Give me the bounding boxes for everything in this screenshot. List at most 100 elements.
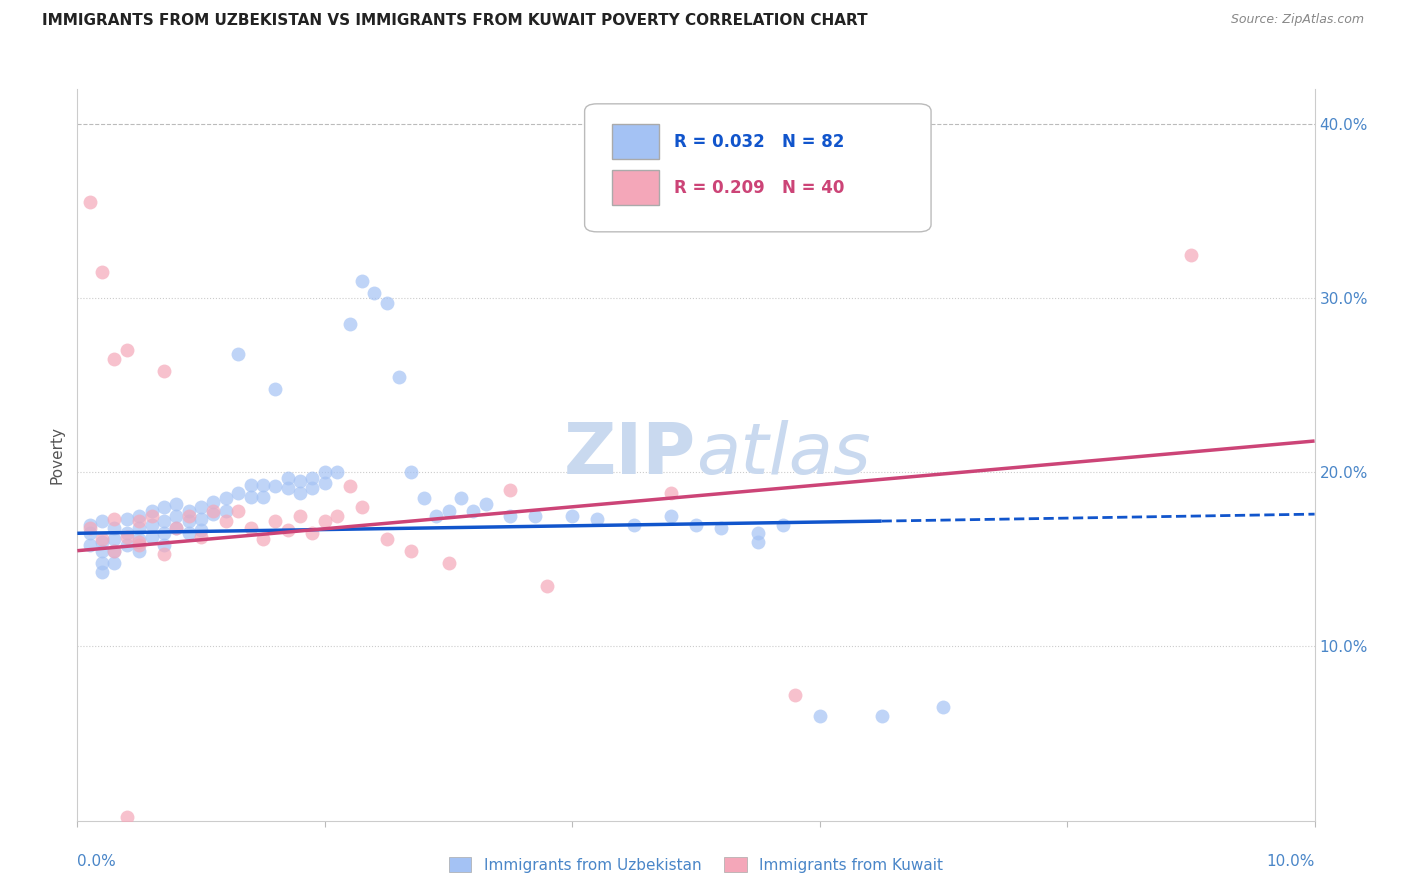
Point — [103, 532, 125, 546]
Point — [103, 352, 125, 367]
Point — [350, 274, 373, 288]
Text: ZIP: ZIP — [564, 420, 696, 490]
Point — [128, 539, 150, 553]
Point — [128, 514, 150, 528]
Point — [685, 517, 707, 532]
Point — [474, 497, 496, 511]
Point — [153, 526, 176, 541]
Point — [153, 514, 176, 528]
Point — [128, 508, 150, 523]
Point — [747, 535, 769, 549]
Point — [177, 526, 200, 541]
Text: IMMIGRANTS FROM UZBEKISTAN VS IMMIGRANTS FROM KUWAIT POVERTY CORRELATION CHART: IMMIGRANTS FROM UZBEKISTAN VS IMMIGRANTS… — [42, 13, 868, 29]
Point — [301, 526, 323, 541]
Point — [710, 521, 733, 535]
Point — [103, 556, 125, 570]
Y-axis label: Poverty: Poverty — [49, 425, 65, 484]
Point — [264, 514, 287, 528]
Point — [115, 512, 138, 526]
Point — [165, 497, 187, 511]
Point — [239, 490, 262, 504]
Point — [128, 521, 150, 535]
Point — [165, 508, 187, 523]
Point — [499, 483, 522, 497]
FancyBboxPatch shape — [612, 169, 659, 205]
Point — [288, 486, 311, 500]
Point — [659, 508, 682, 523]
Point — [202, 507, 225, 521]
Point — [375, 532, 398, 546]
Point — [783, 688, 806, 702]
Point — [190, 500, 212, 515]
Text: 10.0%: 10.0% — [1267, 854, 1315, 869]
Point — [401, 466, 423, 480]
Point — [153, 364, 176, 378]
Point — [264, 479, 287, 493]
Point — [288, 474, 311, 488]
Point — [115, 343, 138, 358]
Point — [561, 508, 583, 523]
Point — [499, 508, 522, 523]
Point — [190, 512, 212, 526]
Point — [659, 486, 682, 500]
Point — [128, 535, 150, 549]
Point — [141, 508, 163, 523]
Point — [141, 517, 163, 532]
Point — [103, 512, 125, 526]
Point — [177, 508, 200, 523]
Point — [153, 500, 176, 515]
Point — [350, 500, 373, 515]
Point — [388, 369, 411, 384]
Point — [91, 556, 114, 570]
FancyBboxPatch shape — [585, 103, 931, 232]
Point — [772, 517, 794, 532]
Point — [226, 347, 249, 361]
Point — [301, 470, 323, 484]
Point — [91, 535, 114, 549]
Point — [128, 532, 150, 546]
Point — [202, 495, 225, 509]
Point — [870, 709, 893, 723]
Point — [288, 508, 311, 523]
Point — [79, 526, 101, 541]
Point — [252, 532, 274, 546]
Point — [103, 543, 125, 558]
Point — [252, 490, 274, 504]
Point — [79, 195, 101, 210]
Point — [128, 543, 150, 558]
Point — [141, 530, 163, 544]
Point — [375, 296, 398, 310]
Point — [437, 503, 460, 517]
Point — [91, 514, 114, 528]
Point — [326, 508, 349, 523]
Point — [412, 491, 434, 506]
Text: 0.0%: 0.0% — [77, 854, 117, 869]
Text: R = 0.032   N = 82: R = 0.032 N = 82 — [673, 133, 844, 151]
Point — [115, 539, 138, 553]
Point — [177, 514, 200, 528]
Point — [623, 517, 645, 532]
Point — [103, 543, 125, 558]
Point — [190, 523, 212, 537]
Point — [252, 477, 274, 491]
Point — [314, 475, 336, 490]
Point — [463, 503, 485, 517]
Point — [277, 523, 299, 537]
Point — [226, 486, 249, 500]
Point — [153, 547, 176, 561]
Point — [91, 543, 114, 558]
Point — [91, 265, 114, 279]
Text: Source: ZipAtlas.com: Source: ZipAtlas.com — [1230, 13, 1364, 27]
Legend: Immigrants from Uzbekistan, Immigrants from Kuwait: Immigrants from Uzbekistan, Immigrants f… — [443, 851, 949, 879]
Point — [115, 526, 138, 541]
Point — [314, 466, 336, 480]
Point — [437, 556, 460, 570]
Point — [326, 466, 349, 480]
Text: R = 0.209   N = 40: R = 0.209 N = 40 — [673, 179, 844, 197]
Point — [91, 532, 114, 546]
Point — [153, 539, 176, 553]
Point — [524, 508, 547, 523]
Point — [425, 508, 447, 523]
Point — [177, 503, 200, 517]
Point — [215, 503, 238, 517]
